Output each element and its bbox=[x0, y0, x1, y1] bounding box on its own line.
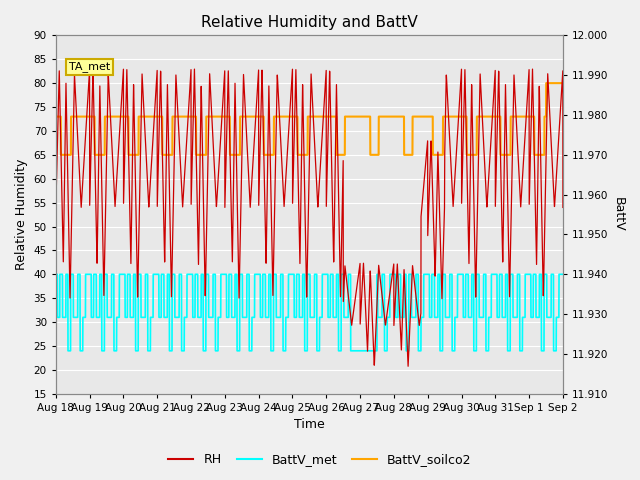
X-axis label: Time: Time bbox=[294, 419, 324, 432]
Y-axis label: BattV: BattV bbox=[612, 197, 625, 232]
Y-axis label: Relative Humidity: Relative Humidity bbox=[15, 159, 28, 270]
Title: Relative Humidity and BattV: Relative Humidity and BattV bbox=[201, 15, 418, 30]
Text: TA_met: TA_met bbox=[68, 61, 110, 72]
Legend: RH, BattV_met, BattV_soilco2: RH, BattV_met, BattV_soilco2 bbox=[163, 448, 477, 471]
